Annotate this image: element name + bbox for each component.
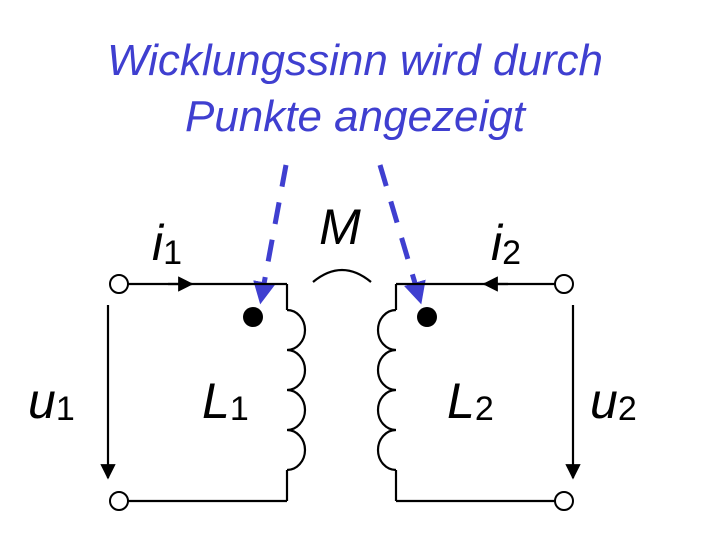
caption-line-1: Wicklungssinn wird durch: [107, 36, 603, 85]
caption-line-2: Punkte angezeigt: [185, 92, 527, 141]
terminal-right-top: [554, 274, 574, 294]
label-l2-sub: 2: [475, 390, 494, 428]
mutual-inductance-label: M: [319, 199, 361, 255]
terminal-left-bottom: [109, 491, 129, 511]
label-l2: L2: [447, 373, 494, 429]
label-i2-base: i: [491, 215, 504, 271]
terminal-left-top: [109, 274, 129, 294]
label-u1: u1: [28, 373, 75, 429]
label-u2-base: u: [590, 373, 618, 429]
label-l1: L1: [202, 373, 249, 429]
coupling-arc: [312, 269, 372, 283]
label-i1-base: i: [152, 215, 165, 271]
dot-marker-l1: [243, 307, 263, 327]
label-l2-base: L: [447, 373, 475, 429]
inductor-l1-winding: [286, 308, 307, 472]
label-i1-sub: 1: [163, 234, 182, 272]
label-u1-sub: 1: [56, 390, 75, 428]
label-i2: i2: [491, 215, 521, 272]
terminal-right-bottom: [554, 491, 574, 511]
label-i2-sub: 2: [502, 234, 521, 272]
label-l1-base: L: [202, 373, 230, 429]
label-u2: u2: [590, 373, 637, 429]
annotation-arrow-left: [253, 164, 289, 305]
annotation-arrow-right: [377, 164, 426, 305]
label-u1-base: u: [28, 373, 56, 429]
label-l1-sub: 1: [230, 390, 249, 428]
inductor-l2-winding: [376, 308, 397, 472]
dot-marker-l2: [417, 307, 437, 327]
label-u2-sub: 2: [618, 390, 637, 428]
label-i1: i1: [152, 215, 182, 272]
